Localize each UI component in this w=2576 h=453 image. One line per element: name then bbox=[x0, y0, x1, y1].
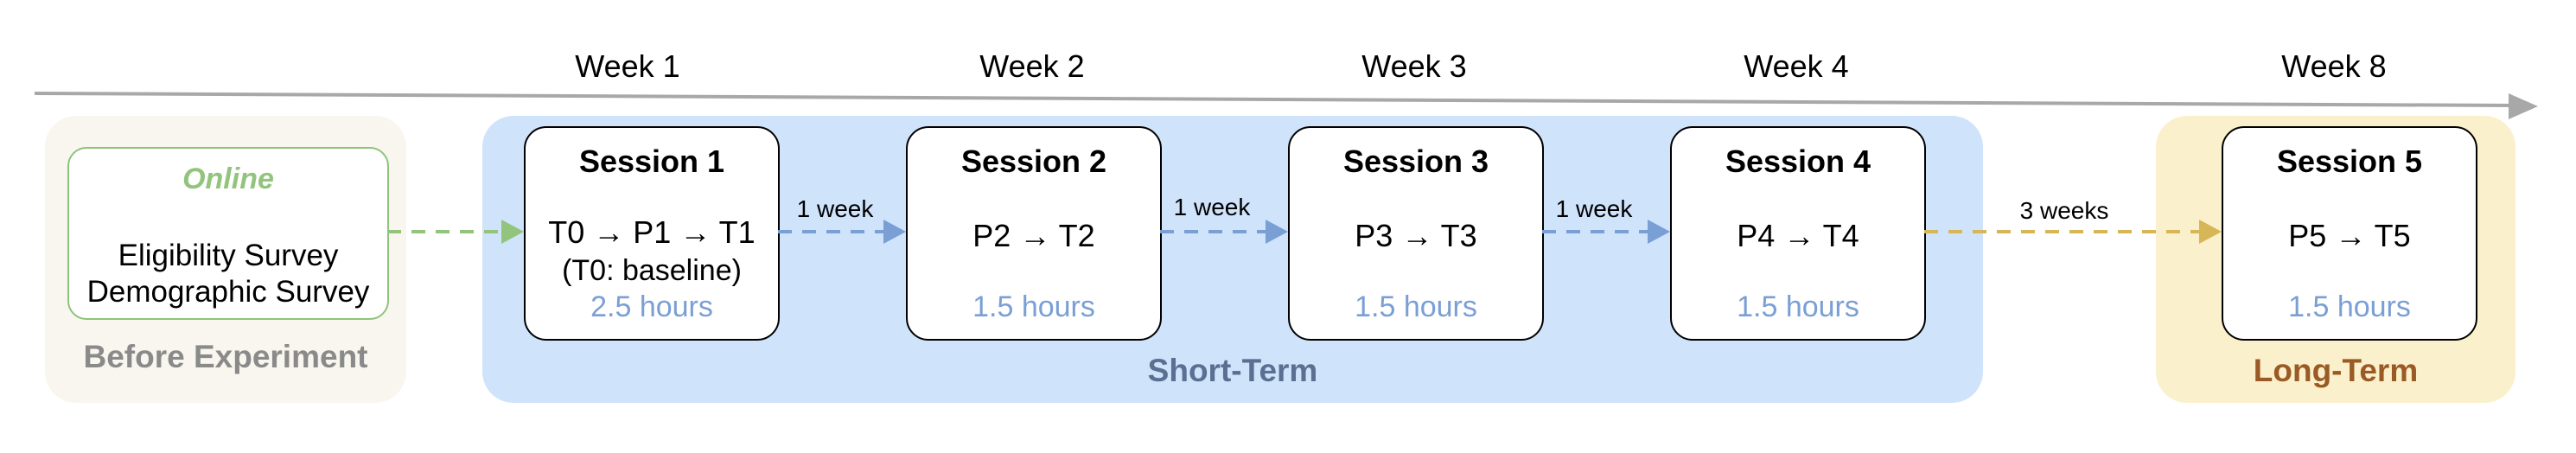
session-5-box: Session 5 P5 → T5 1.5 hours bbox=[2222, 126, 2477, 341]
demographic-survey-label: Demographic Survey bbox=[86, 275, 370, 309]
gap-label-4: 3 weeks bbox=[2019, 197, 2109, 224]
gap-label-2: 1 week bbox=[1173, 194, 1251, 220]
before-experiment-label: Before Experiment bbox=[83, 339, 368, 374]
gap-label-3: 1 week bbox=[1555, 195, 1633, 222]
short-term-label: Short-Term bbox=[1147, 353, 1318, 388]
session-title: Session 2 bbox=[960, 144, 1107, 179]
timeline-arrow bbox=[34, 92, 2516, 107]
online-surveys-box: Online Eligibility Survey Demographic Su… bbox=[67, 147, 389, 320]
week-label-2: Week 2 bbox=[979, 48, 1085, 84]
session-sequence: T0 → P1 → T1 bbox=[548, 214, 756, 250]
session-sequence: P5 → T5 bbox=[2288, 218, 2411, 253]
session-note: (T0: baseline) bbox=[562, 254, 742, 287]
session-sequence: P4 → T4 bbox=[1737, 218, 1859, 253]
session-duration: 1.5 hours bbox=[1355, 290, 1477, 323]
session-duration: 2.5 hours bbox=[590, 290, 713, 323]
session-1-box: Session 1 T0 → P1 → T1 (T0: baseline) 2.… bbox=[524, 126, 780, 341]
week-label-1: Week 1 bbox=[575, 48, 680, 84]
timeline-arrowhead bbox=[2509, 93, 2538, 119]
online-arrowhead bbox=[501, 220, 524, 244]
session-title: Session 3 bbox=[1342, 144, 1489, 179]
session-sequence: P2 → T2 bbox=[972, 218, 1095, 253]
session-arrowhead bbox=[883, 220, 906, 244]
long-term-arrowhead bbox=[2199, 220, 2222, 244]
session-title: Session 4 bbox=[1725, 144, 1871, 179]
week-label-4: Week 4 bbox=[1744, 48, 1849, 84]
online-title: Online bbox=[182, 163, 274, 195]
session-3-box: Session 3 P3 → T3 1.5 hours bbox=[1288, 126, 1544, 341]
session-2-box: Session 2 P2 → T2 1.5 hours bbox=[906, 126, 1162, 341]
week-label-8: Week 8 bbox=[2281, 48, 2387, 84]
session-4-box: Session 4 P4 → T4 1.5 hours bbox=[1670, 126, 1926, 341]
session-title: Session 5 bbox=[2276, 144, 2423, 179]
long-term-label: Long-Term bbox=[2253, 353, 2419, 388]
session-duration: 1.5 hours bbox=[2288, 290, 2411, 323]
week-label-3: Week 3 bbox=[1361, 48, 1467, 84]
session-duration: 1.5 hours bbox=[972, 290, 1095, 323]
gap-label-1: 1 week bbox=[796, 195, 874, 222]
session-title: Session 1 bbox=[578, 144, 725, 179]
session-arrowhead bbox=[1648, 220, 1670, 244]
session-duration: 1.5 hours bbox=[1737, 290, 1859, 323]
eligibility-survey-label: Eligibility Survey bbox=[118, 239, 339, 272]
session-sequence: P3 → T3 bbox=[1355, 218, 1477, 253]
session-arrowhead bbox=[1266, 220, 1288, 244]
